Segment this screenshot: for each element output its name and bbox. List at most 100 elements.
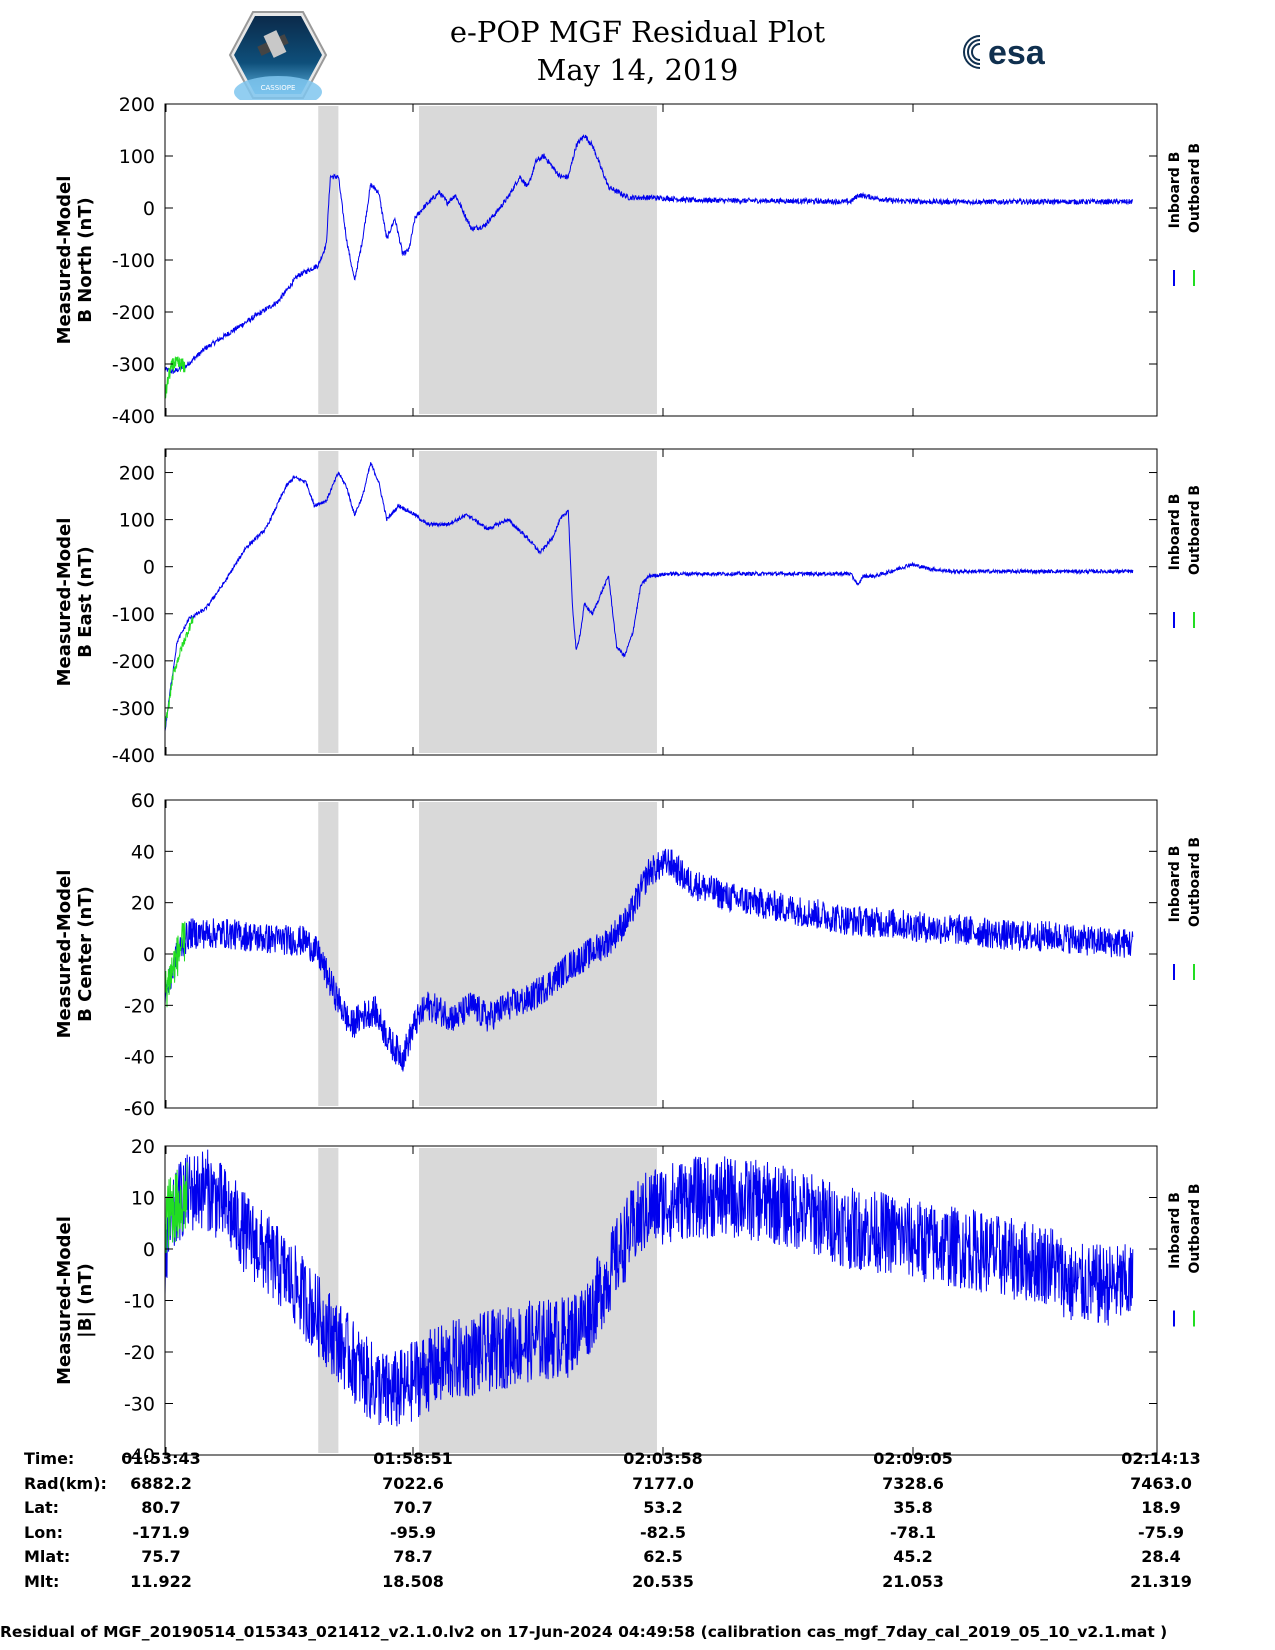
lat-value: 53.2 [643, 1498, 683, 1518]
time-value: 01:58:51 [373, 1449, 453, 1468]
y-tick-label: -200 [112, 651, 155, 673]
shaded-interval [318, 802, 339, 1106]
legend-inboard-label: Inboard B [1167, 846, 1183, 923]
y-tick-label: 0 [143, 1239, 155, 1261]
outboard-series-line [165, 356, 186, 399]
legend-inboard-label: Inboard B [1167, 152, 1183, 229]
y-tick-label: 60 [131, 790, 155, 812]
y-axis-label: Measured-Model [54, 870, 75, 1039]
y-tick-label: 10 [131, 1188, 155, 1210]
row-label-radius: Rad(km): [24, 1473, 107, 1493]
plot-frame [164, 103, 1158, 417]
lat-value: 18.9 [1141, 1498, 1181, 1518]
inboard-series-line [165, 134, 1134, 374]
plot-panel-3: 60 40 20 0 -20 -40 -60 Measured-Model B Center (… [54, 790, 1203, 1120]
inboard-series-line [165, 1149, 1134, 1427]
radius-value: 7177.0 [632, 1473, 694, 1493]
y-tick-label: 100 [119, 510, 155, 532]
inboard-series-line [165, 848, 1134, 1072]
y-tick-label: -400 [112, 745, 155, 767]
y-axis-label: B North (nT) [75, 197, 96, 323]
mlt-value: 20.535 [632, 1572, 694, 1591]
y-tick-label: -10 [124, 1291, 155, 1313]
legend-outboard-label: Outboard B [1187, 1183, 1203, 1273]
table-row: Lon: -171.9 -95.9 -82.5 -78.1 -75.9 [0, 1521, 1275, 1545]
y-tick-label: -40 [124, 1047, 155, 1069]
y-tick-label: -40 [124, 1445, 155, 1467]
esa-logo: esa [963, 34, 1046, 72]
lon-value: -82.5 [639, 1522, 687, 1542]
y-axis-label: B Center (nT) [75, 886, 96, 1022]
legend-outboard-label: Outboard B [1187, 485, 1203, 575]
ephemeris-table: Time: 01:53:43 01:58:51 02:03:58 02:09:0… [0, 1447, 1275, 1607]
radius-value: 7022.6 [382, 1473, 444, 1493]
mlat-value: 45.2 [893, 1547, 933, 1567]
radius-value: 7463.0 [1130, 1473, 1192, 1493]
time-value: 02:03:58 [623, 1449, 703, 1468]
legend-inboard-label: Inboard B [1167, 494, 1183, 571]
row-label-lon: Lon: [24, 1522, 63, 1542]
y-tick-label: -60 [124, 1098, 155, 1120]
table-row: Lat: 80.7 70.7 53.2 35.8 18.9 [0, 1496, 1275, 1520]
legend-inboard-label: Inboard B [1167, 1192, 1183, 1269]
cassiope-logo: CASSIOPE [228, 11, 328, 100]
y-tick-label: -300 [112, 698, 155, 720]
plot-panel-1: 200 100 0 -100 -200 -300 -400 Measured-Model B N… [54, 94, 1203, 428]
y-tick-label: -100 [112, 250, 155, 272]
y-axis-label: |B| (nT) [75, 1263, 96, 1338]
row-label-time: Time: [24, 1449, 75, 1468]
lon-value: -75.9 [1137, 1522, 1185, 1542]
legend-outboard-label: Outboard B [1187, 143, 1203, 233]
y-axis-label: B East (nT) [75, 546, 96, 658]
radius-value: 6882.2 [130, 1473, 192, 1493]
radius-value: 7328.6 [882, 1473, 944, 1493]
y-tick-label: -200 [112, 302, 155, 324]
shaded-interval [318, 106, 339, 414]
legend-outboard-label: Outboard B [1187, 837, 1203, 927]
y-tick-label: -20 [124, 995, 155, 1017]
y-tick-label: 0 [143, 557, 155, 579]
lon-value: -171.9 [132, 1522, 190, 1542]
svg-text:esa: esa [988, 34, 1046, 72]
table-row: Mlt: 11.922 18.508 20.535 21.053 21.319 [0, 1570, 1275, 1594]
plot-frame [164, 448, 1158, 756]
time-value: 02:09:05 [873, 1449, 953, 1468]
y-tick-label: 20 [131, 893, 155, 915]
time-value: 02:14:13 [1121, 1449, 1201, 1468]
mlat-value: 75.7 [141, 1547, 181, 1567]
y-axis-label: Measured-Model [54, 518, 75, 687]
shaded-interval [318, 451, 339, 753]
shaded-interval [419, 106, 657, 414]
svg-text:CASSIOPE: CASSIOPE [261, 84, 296, 92]
mlt-value: 11.922 [130, 1572, 192, 1591]
y-tick-label: 40 [131, 841, 155, 863]
table-row: Mlat: 75.7 78.7 62.5 45.2 28.4 [0, 1545, 1275, 1569]
plot-panel-4: 20 10 0 -10 -20 -30 -40 Measured-Model |B| (nT) I… [54, 1136, 1203, 1467]
inboard-series-line [165, 462, 1134, 732]
lon-value: -95.9 [389, 1522, 437, 1542]
shaded-interval [419, 451, 657, 753]
row-label-mlat: Mlat: [24, 1547, 71, 1567]
outboard-series-line [165, 1162, 188, 1254]
row-label-mlt: Mlt: [24, 1572, 60, 1591]
time-value: 01:53:43 [121, 1449, 201, 1468]
chart-date: May 14, 2019 [536, 53, 739, 87]
mlat-value: 62.5 [643, 1547, 683, 1567]
y-tick-label: -30 [124, 1394, 155, 1416]
y-tick-label: 100 [119, 146, 155, 168]
shaded-interval [419, 1148, 657, 1453]
y-tick-label: -300 [112, 354, 155, 376]
mlt-value: 21.319 [1130, 1572, 1192, 1591]
row-label-lat: Lat: [24, 1498, 60, 1518]
lon-value: -78.1 [889, 1522, 937, 1542]
y-tick-label: -100 [112, 604, 155, 626]
table-row: Time: 01:53:43 01:58:51 02:03:58 02:09:0… [0, 1447, 1275, 1471]
table-row: Rad(km): 6882.2 7022.6 7177.0 7328.6 746… [0, 1472, 1275, 1496]
y-tick-label: -20 [124, 1342, 155, 1364]
mlt-value: 21.053 [882, 1572, 944, 1591]
chart-title: e-POP MGF Residual Plot [449, 15, 826, 49]
y-axis-label: Measured-Model [54, 176, 75, 345]
footer-caption: Residual of MGF_20190514_015343_021412_v… [0, 1623, 1168, 1641]
outboard-series-line [165, 921, 186, 1008]
